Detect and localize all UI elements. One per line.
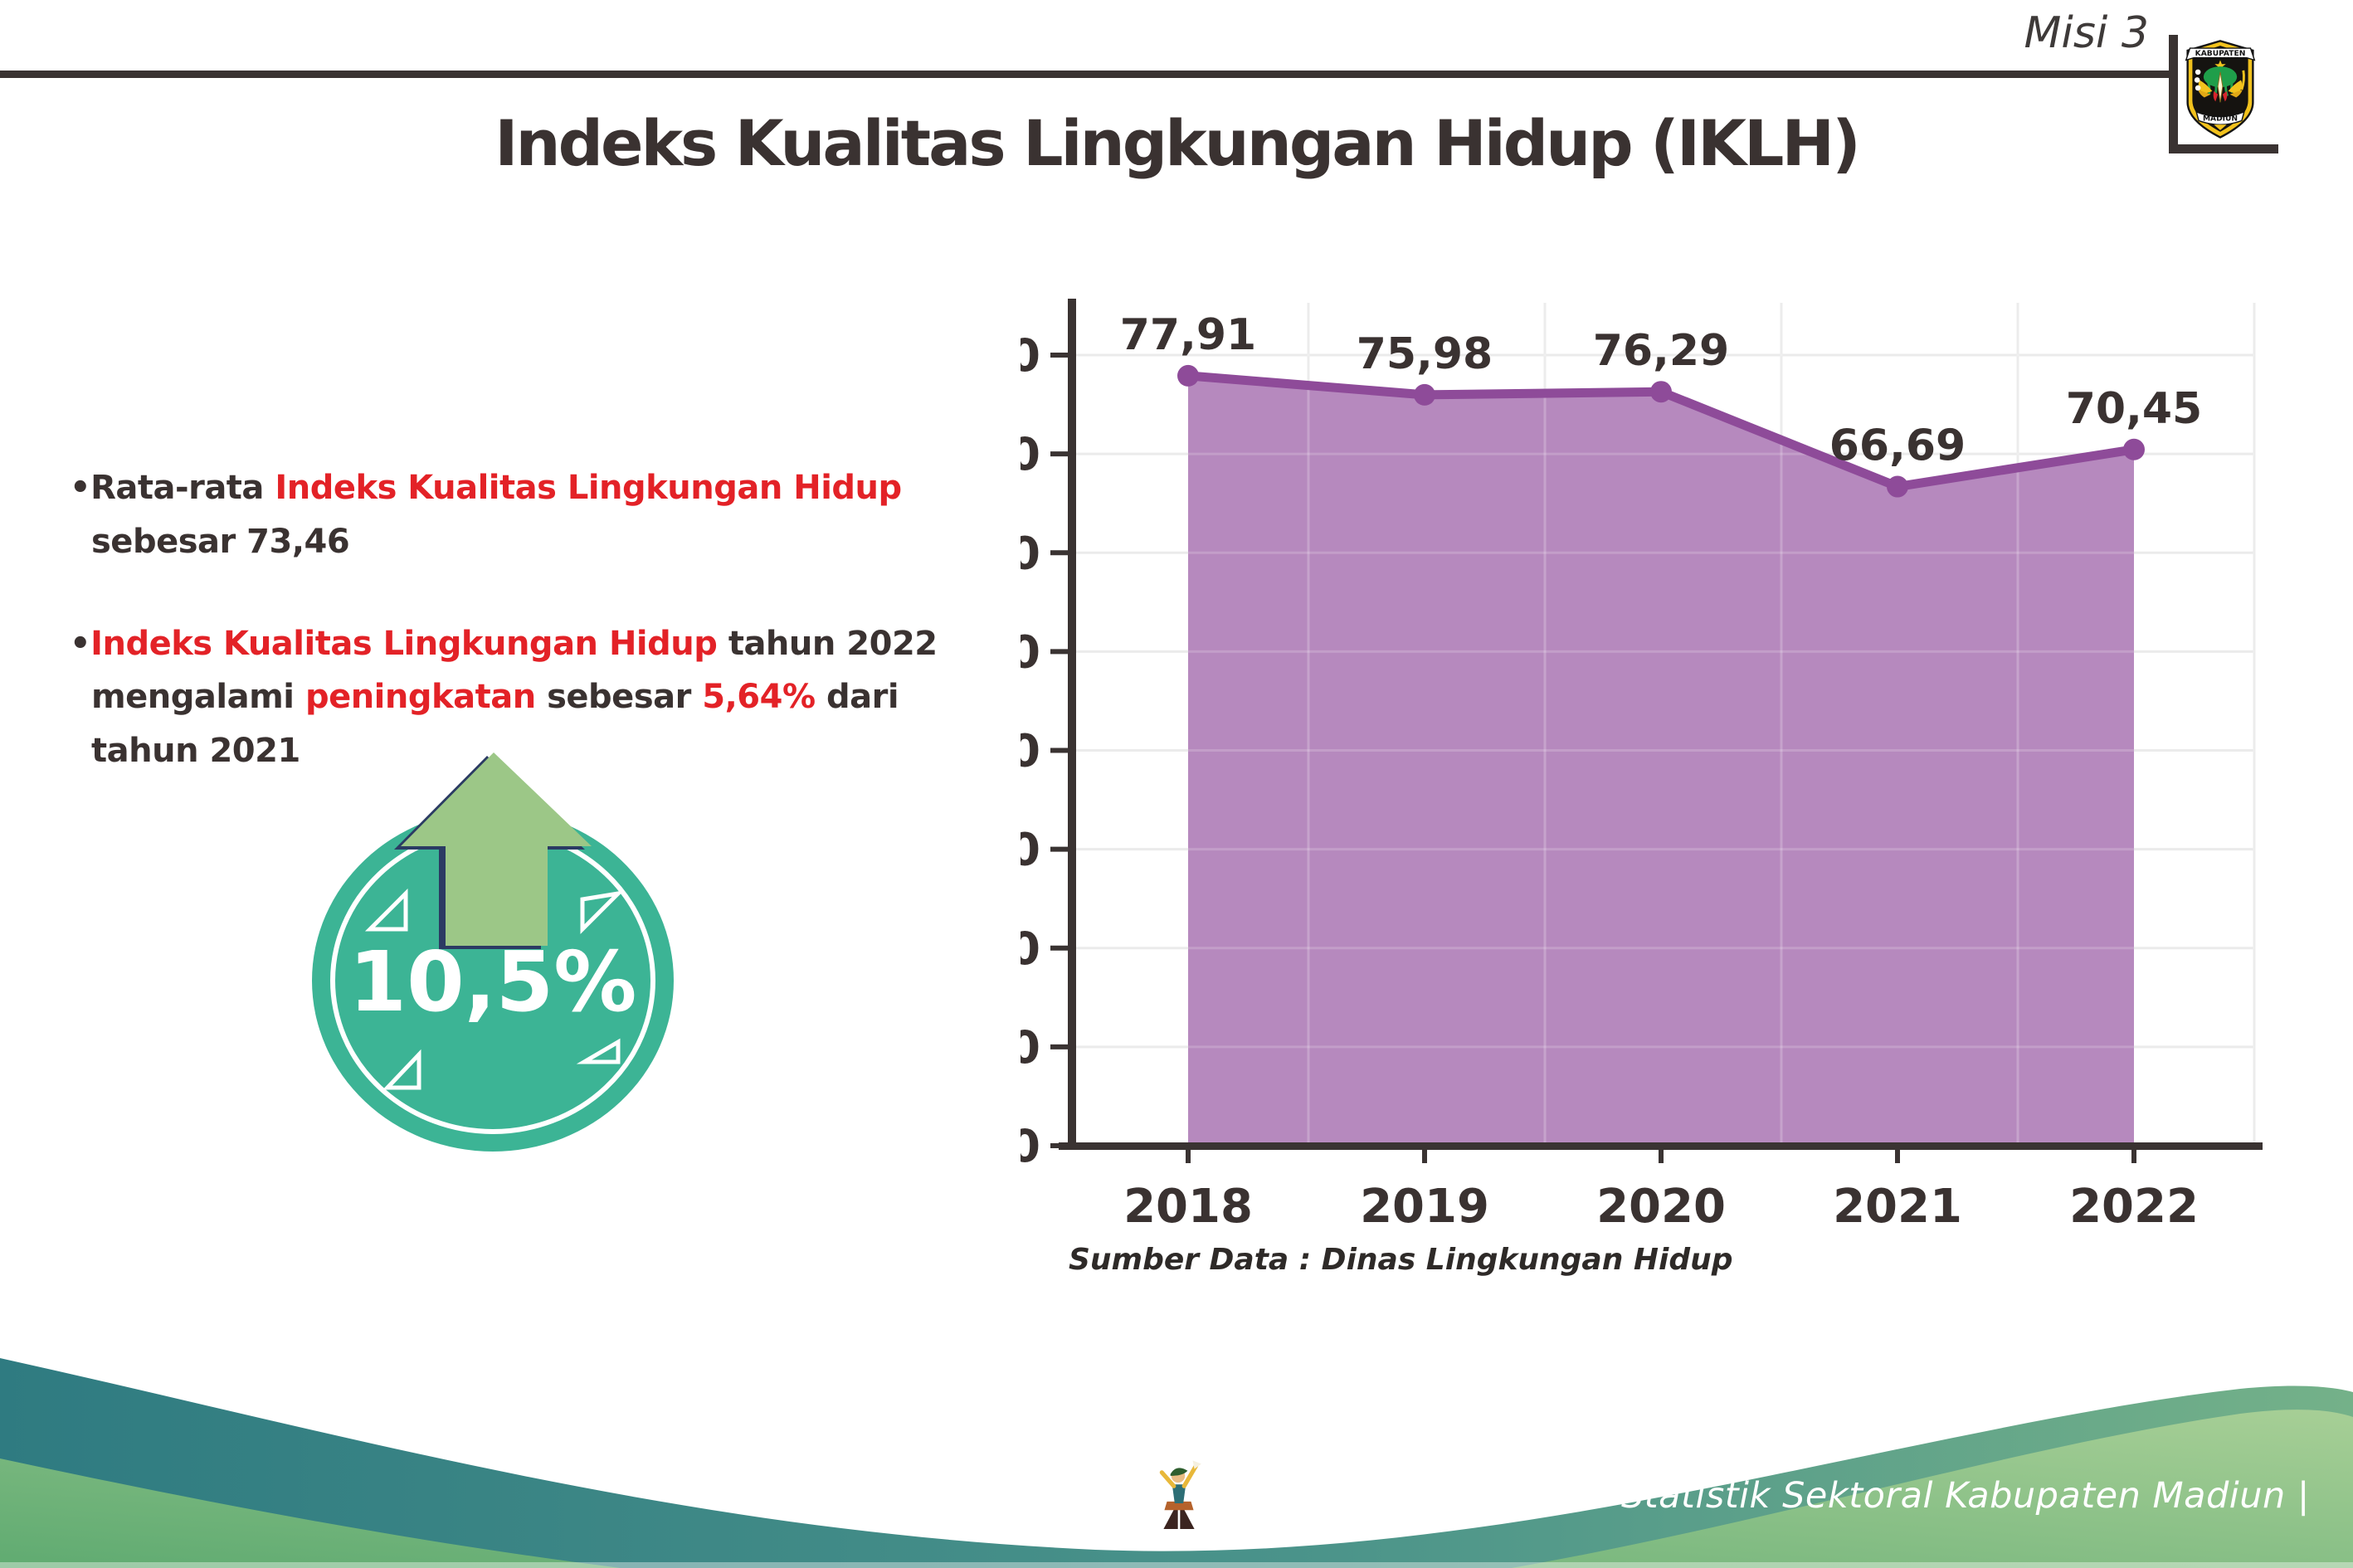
bullet-item: •Indeks Kualitas Lingkungan Hidup tahun … (70, 617, 1007, 778)
iklh-area-chart: 0 10 20 30 40 50 60 70 80 2018 2019 2020 2021 2022 77,… (1021, 299, 2263, 1234)
increase-percentage: 10,5% (349, 933, 637, 1030)
data-point-marker (1650, 381, 1672, 403)
data-point-label: 70,45 (2066, 384, 2202, 434)
x-axis-category-label: 2022 (2069, 1180, 2199, 1234)
data-point-label: 75,98 (1357, 329, 1493, 379)
bullet-text-segment: sebesar (535, 678, 703, 717)
logo-frame-horizontal (2169, 144, 2278, 153)
logo-bottom-text: MADIUN (2203, 114, 2238, 123)
bottom-edge-strip (0, 1562, 2353, 1568)
logo-top-text: KABUPATEN (2195, 50, 2246, 58)
y-axis-tick-label: 60 (1021, 527, 1040, 579)
y-axis-tick-label: 10 (1021, 1021, 1040, 1074)
statistik-mascot-icon (1155, 1454, 1203, 1532)
data-point-label: 76,29 (1593, 326, 1729, 376)
bullet-item: •Rata-rata Indeks Kualitas Lingkungan Hi… (70, 461, 1007, 569)
y-axis-tick-label: 50 (1021, 626, 1040, 678)
data-point-marker (1177, 364, 1199, 387)
header-rule (0, 71, 2175, 78)
misi-label: Misi 3 (2024, 8, 2149, 58)
page-title: Indeks Kualitas Lingkungan Hidup (IKLH) (494, 106, 1861, 180)
bullet-text-segment: Indeks Kualitas Lingkungan Hidup (275, 469, 902, 507)
bullet-text-segment: tahun 2021 (91, 732, 300, 771)
bullet-text-segment: 5,64% (702, 678, 816, 717)
data-point-label: 77,91 (1120, 310, 1256, 360)
bullet-marker: • (70, 624, 91, 663)
x-axis-category-label: 2021 (1833, 1180, 1962, 1234)
logo-frame-vertical (2169, 35, 2178, 153)
y-axis-tick-label: 20 (1021, 923, 1040, 975)
footer-wave-decoration (0, 1358, 2353, 1568)
arrow-up-icon (401, 752, 592, 946)
bullet-text-segment: peningkatan (304, 678, 536, 717)
data-point-marker (1887, 475, 1908, 498)
source-note: Sumber Data : Dinas Lingkungan Hidup (1069, 1243, 1733, 1277)
data-point-marker (1414, 383, 1435, 406)
x-axis-category-label: 2019 (1360, 1180, 1489, 1234)
bullet-text-segment: tahun 2022 (717, 624, 938, 663)
data-point-label: 66,69 (1829, 421, 1966, 471)
x-axis-category-label: 2020 (1596, 1180, 1726, 1234)
bullet-text-segment: Rata-rata (90, 469, 275, 507)
y-axis-tick-label: 0 (1021, 1120, 1040, 1172)
bullet-text-segment: Indeks Kualitas Lingkungan Hidup (90, 624, 718, 663)
y-axis-tick-label: 70 (1021, 428, 1040, 480)
bullet-text-segment: sebesar 73,46 (91, 522, 350, 561)
summary-bullet-list: •Rata-rata Indeks Kualitas Lingkungan Hi… (70, 461, 1007, 826)
data-point-marker (2123, 438, 2145, 460)
increase-badge: 10,5% (312, 752, 674, 1152)
y-axis-tick-label: 40 (1021, 725, 1040, 777)
bullet-marker: • (70, 469, 91, 507)
x-axis-category-label: 2018 (1123, 1180, 1253, 1234)
green-wave (0, 1410, 2353, 1568)
bullet-text-segment: dari (815, 678, 899, 717)
y-axis-tick-label: 80 (1021, 329, 1040, 382)
kabupaten-madiun-logo-icon: KABUPATEN MADIUN (2185, 40, 2256, 139)
area-fill (1188, 375, 2134, 1147)
bullet-text-segment: mengalami (91, 678, 305, 717)
footer-credit: Media Infografis Data Statistik Sektoral… (1218, 1475, 2310, 1517)
y-axis-tick-label: 30 (1021, 824, 1040, 876)
